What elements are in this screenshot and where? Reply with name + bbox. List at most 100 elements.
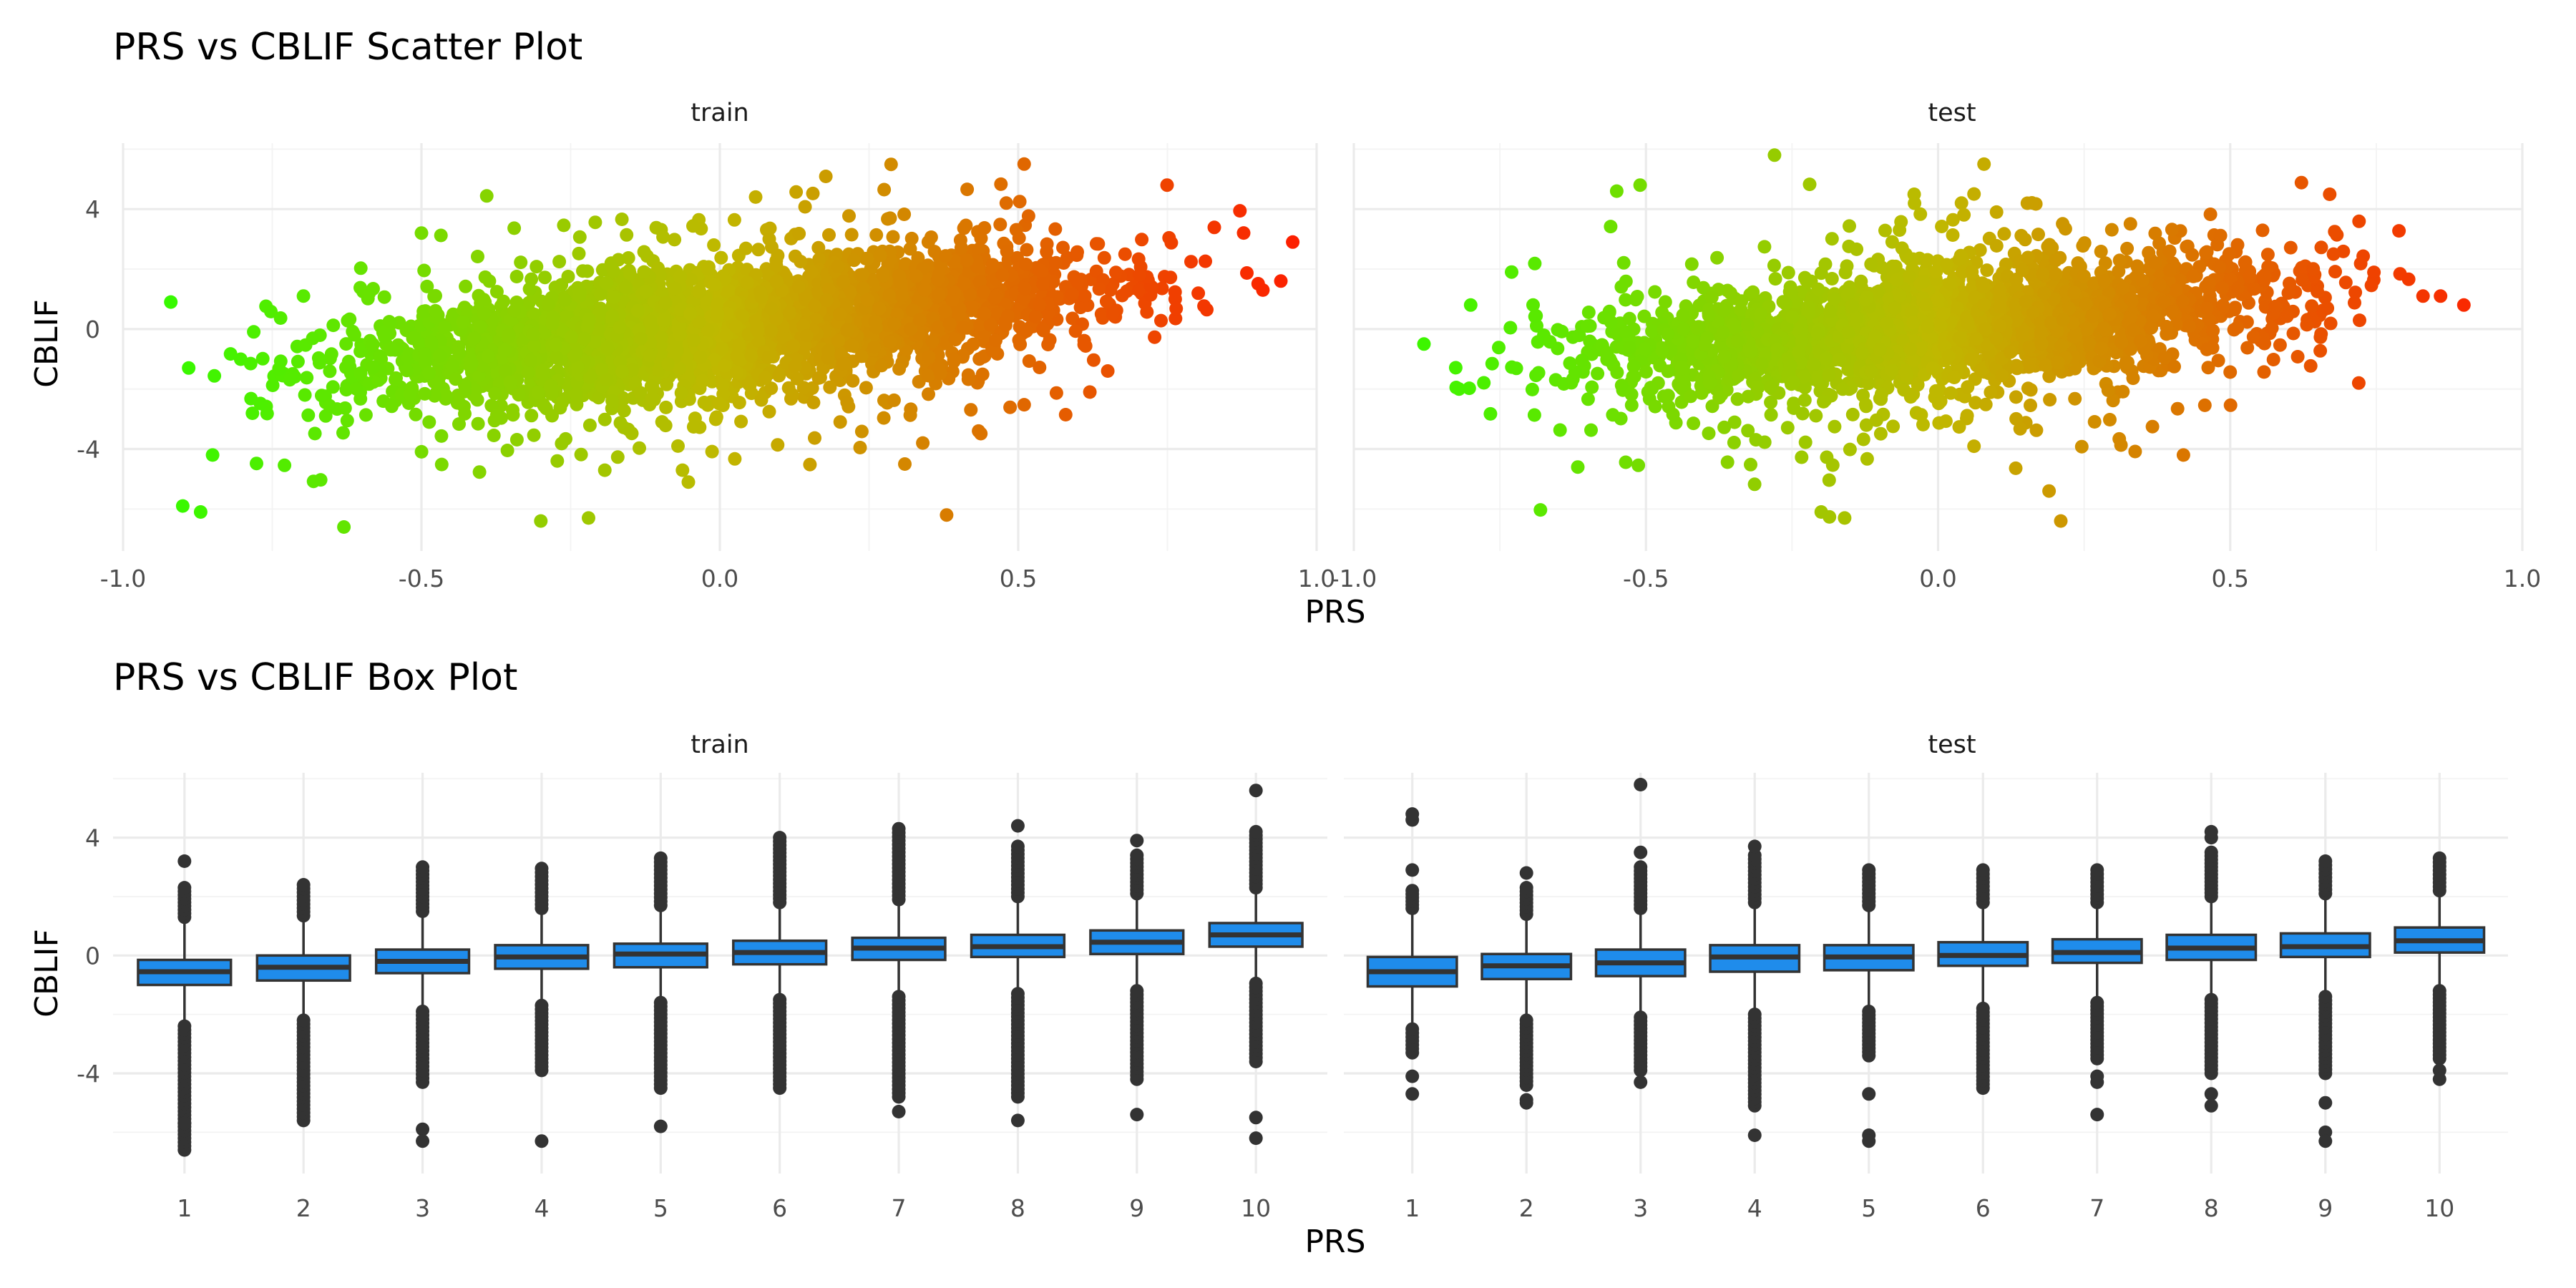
- scatter-point: [696, 374, 710, 389]
- scatter-point: [840, 323, 854, 337]
- scatter-outlier-point: [1101, 364, 1115, 378]
- scatter-point: [600, 341, 615, 355]
- scatter-point: [877, 182, 892, 197]
- scatter-point: [366, 360, 380, 374]
- scatter-point: [1018, 281, 1032, 296]
- scatter-x-tick-label: 1.0: [1298, 565, 1335, 592]
- scatter-point: [831, 333, 846, 348]
- scatter-point: [1684, 257, 1699, 271]
- scatter-point: [617, 404, 631, 418]
- scatter-point: [686, 219, 700, 233]
- scatter-point: [803, 457, 817, 472]
- scatter-point: [2145, 419, 2160, 434]
- scatter-point: [524, 353, 538, 367]
- scatter-point: [842, 209, 856, 223]
- scatter-point: [449, 372, 463, 386]
- scatter-point: [506, 403, 519, 417]
- scatter-point: [972, 424, 986, 438]
- scatter-point: [856, 281, 870, 296]
- scatter-point: [1009, 223, 1023, 237]
- scatter-point: [424, 335, 439, 349]
- scatter-point: [964, 403, 978, 417]
- scatter-point: [977, 221, 992, 235]
- scatter-point: [1019, 258, 1033, 271]
- scatter-point: [477, 306, 491, 321]
- scatter-point: [605, 394, 620, 408]
- scatter-point: [705, 444, 719, 459]
- scatter-point: [886, 230, 900, 244]
- scatter-point: [811, 240, 826, 255]
- scatter-point: [762, 404, 776, 419]
- scatter-point: [649, 220, 663, 235]
- scatter-point: [1035, 265, 1049, 279]
- scatter-point: [645, 391, 659, 405]
- scatter-point: [403, 387, 417, 401]
- scatter-point: [633, 441, 646, 455]
- scatter-point: [631, 303, 645, 318]
- scatter-point: [931, 361, 945, 374]
- scatter-point: [658, 419, 673, 433]
- scatter-point: [881, 212, 895, 226]
- scatter-point: [429, 288, 442, 303]
- scatter-point: [339, 337, 353, 351]
- scatter-point: [301, 408, 316, 422]
- scatter-point: [1022, 354, 1036, 369]
- scatter-point: [615, 213, 629, 226]
- scatter-outlier-point: [205, 448, 220, 462]
- scatter-point: [808, 431, 821, 445]
- scatter-point: [418, 386, 432, 401]
- scatter-point: [922, 387, 935, 401]
- scatter-point: [772, 369, 786, 383]
- scatter-point: [994, 177, 1008, 191]
- scatter-point: [860, 252, 874, 266]
- scatter-point: [836, 275, 851, 289]
- scatter-point: [762, 232, 776, 246]
- scatter-point: [525, 409, 539, 423]
- scatter-point: [1727, 436, 1741, 449]
- scatter-point: [1236, 226, 1251, 240]
- scatter-point: [2210, 238, 2225, 252]
- scatter-point: [561, 270, 575, 283]
- scatter-point: [588, 215, 602, 230]
- scatter-point: [2103, 413, 2117, 426]
- scatter-point: [273, 311, 288, 325]
- scatter-point: [1169, 301, 1184, 316]
- scatter-point: [456, 315, 470, 329]
- scatter-point: [326, 318, 341, 333]
- scatter-point: [806, 186, 820, 200]
- scatter-point: [692, 285, 706, 299]
- scatter-point: [754, 393, 769, 407]
- scatter-point: [250, 457, 263, 471]
- scatter-point: [1658, 295, 1672, 309]
- scatter-point: [1886, 419, 1901, 434]
- scatter-point: [1585, 380, 1599, 394]
- scatter-point: [819, 293, 834, 308]
- scatter-point: [406, 331, 421, 345]
- scatter-point: [2041, 240, 2055, 254]
- scatter-outlier-point: [414, 226, 429, 240]
- scatter-facet-train-label: train: [691, 99, 748, 127]
- scatter-point: [904, 231, 919, 245]
- scatter-point: [732, 339, 746, 353]
- scatter-point: [507, 221, 522, 235]
- scatter-point: [479, 189, 494, 203]
- scatter-point: [278, 458, 292, 472]
- scatter-point: [613, 416, 628, 430]
- scatter-point: [607, 290, 621, 304]
- scatter-point: [1200, 303, 1214, 317]
- scatter-point: [502, 327, 516, 341]
- scatter-point: [1448, 361, 1463, 375]
- scatter-point: [473, 320, 487, 333]
- scatter-point: [924, 230, 938, 244]
- scatter-outlier-point: [582, 511, 595, 525]
- scatter-point: [1106, 307, 1120, 321]
- scatter-point: [1118, 247, 1132, 261]
- scatter-point: [840, 395, 854, 409]
- scatter-x-tick-label: -1.0: [100, 565, 146, 592]
- scatter-point: [597, 412, 612, 426]
- scatter-point: [1036, 323, 1050, 337]
- scatter-point: [1131, 252, 1146, 266]
- scatter-point: [527, 339, 541, 353]
- scatter-point: [847, 253, 861, 268]
- scatter-point: [1000, 244, 1014, 258]
